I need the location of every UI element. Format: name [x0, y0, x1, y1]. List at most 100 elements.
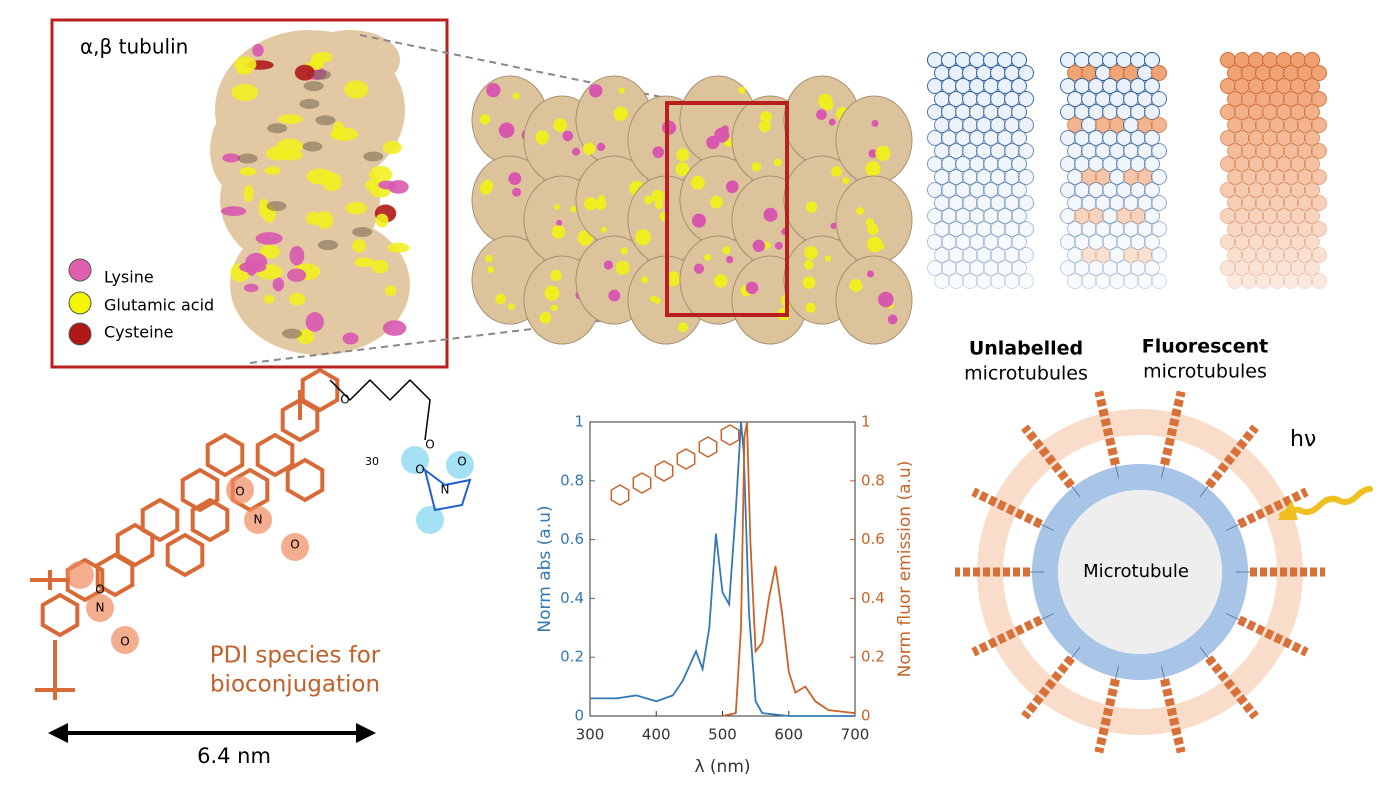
atom-label: N — [441, 483, 450, 497]
dye — [1237, 615, 1309, 657]
y2-axis-label: Norm fluor emission (a.u) — [895, 461, 915, 678]
residue — [479, 113, 491, 125]
inset-ring — [632, 472, 652, 494]
tubulin-dimer — [1290, 234, 1306, 250]
tubulin-dimer — [1241, 273, 1257, 289]
tubulin-dimer — [1304, 260, 1320, 276]
tubulin-dimer — [990, 221, 1006, 237]
scale-label: 6.4 nm — [197, 744, 271, 768]
residue — [264, 166, 281, 175]
residue — [598, 194, 606, 202]
residue — [763, 207, 778, 222]
residue — [651, 189, 665, 203]
tubulin-dimer — [1144, 104, 1160, 120]
tubulin-dimer — [1011, 104, 1027, 120]
tubulin-dimer — [1004, 221, 1020, 237]
tubulin-dimer — [1144, 234, 1160, 250]
tubulin-dimer — [1144, 130, 1160, 146]
residue — [805, 302, 816, 313]
tubulin-dimer — [1018, 143, 1034, 159]
residue — [652, 146, 665, 159]
microtubules — [927, 52, 1327, 289]
tubulin-dimer — [1060, 260, 1076, 276]
residue — [803, 259, 814, 270]
tubulin-dimer — [1234, 234, 1250, 250]
tubulin-dimer — [1151, 195, 1167, 211]
tubulin-dimer — [1283, 247, 1299, 263]
residue — [725, 255, 734, 264]
residue — [369, 165, 392, 184]
tubulin-dimer — [962, 221, 978, 237]
tubulin-dimer — [1018, 221, 1034, 237]
residue — [539, 311, 552, 324]
residue — [830, 222, 837, 230]
residue — [508, 172, 522, 186]
shadow — [303, 81, 324, 92]
tubulin-dimer — [1137, 221, 1153, 237]
tubulin-dimer — [1304, 52, 1320, 68]
residue — [371, 259, 389, 274]
tubulin-dimer — [1151, 143, 1167, 159]
dye — [1205, 655, 1259, 720]
residue — [867, 223, 879, 235]
tubulin-dimer — [983, 208, 999, 224]
residue — [482, 179, 494, 191]
tubulin-dimer — [1276, 234, 1292, 250]
ring — [140, 497, 180, 543]
tubulin-dimer — [1067, 273, 1083, 289]
series-line — [722, 421, 856, 717]
residue — [654, 200, 664, 210]
y-axis-label: Norm abs (a.u) — [535, 505, 555, 632]
tubulin-dimer — [1102, 208, 1118, 224]
residue — [276, 138, 304, 154]
ring — [180, 467, 220, 513]
residue — [831, 166, 842, 177]
tubulin-dimer — [1088, 208, 1104, 224]
atom-label: O — [415, 463, 424, 477]
tubulin-dimer — [1011, 130, 1027, 146]
dye-linker — [1115, 665, 1120, 680]
dye — [1160, 390, 1186, 466]
tubulin-dimer — [1276, 208, 1292, 224]
tubulin-dimer — [1151, 273, 1167, 289]
tubulin-dimer — [1144, 260, 1160, 276]
tubulin-dimer — [1311, 143, 1327, 159]
residue — [608, 289, 621, 302]
residue — [676, 148, 690, 162]
residue — [258, 198, 270, 219]
tubulin-dimer — [941, 260, 957, 276]
tubulin-dimer — [1151, 91, 1167, 107]
light-wave — [1279, 486, 1373, 518]
residue — [562, 130, 574, 142]
tubulin-dimer — [948, 247, 964, 263]
residue — [263, 294, 275, 304]
y-tick-label: 0.4 — [560, 589, 584, 607]
residue — [387, 242, 410, 253]
x-tick-label: 700 — [841, 726, 870, 744]
residue — [583, 142, 596, 155]
tubulin-dimer — [1011, 52, 1027, 68]
tubulin-dimer — [1311, 247, 1327, 263]
tubulin-dimer — [955, 208, 971, 224]
tubulin-dimer — [997, 208, 1013, 224]
residue — [871, 119, 879, 127]
residue — [294, 64, 315, 81]
x-tick-label: 500 — [708, 726, 737, 744]
tubulin-dimer — [1130, 260, 1146, 276]
tubulin-dimer — [1241, 221, 1257, 237]
ring — [205, 432, 245, 478]
tubulin-dimer — [1123, 273, 1139, 289]
zoom-line — [249, 309, 691, 364]
tubulin-dimer — [1227, 221, 1243, 237]
residue — [868, 149, 878, 158]
spectrum-chart: 300 400 500 600 70000.20.40.60.8100.20.40.60… — [535, 413, 915, 778]
residue — [641, 276, 649, 284]
atom-label: O — [457, 455, 466, 469]
dye-linker — [1160, 665, 1165, 680]
tubulin-dimer — [1102, 234, 1118, 250]
tubulin-dimer — [976, 273, 992, 289]
residue — [866, 270, 875, 278]
tubulin-dimer — [1018, 273, 1034, 289]
residue — [382, 140, 402, 155]
